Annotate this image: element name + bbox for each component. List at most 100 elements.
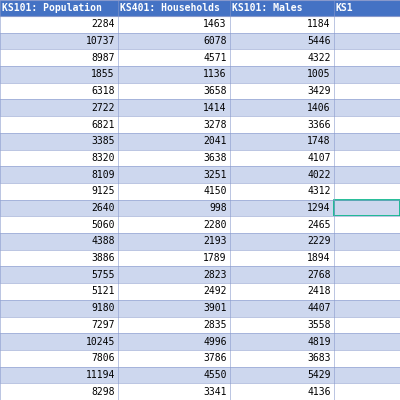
Text: 3683: 3683 (307, 353, 331, 363)
Bar (230, 166, 334, 183)
Text: 8298: 8298 (91, 387, 115, 397)
Bar (230, 116, 334, 133)
Text: 4571: 4571 (203, 53, 227, 63)
Bar (0, 83, 118, 100)
Bar (118, 200, 230, 216)
Bar (118, 266, 230, 283)
Bar (334, 200, 400, 216)
Bar (0, 300, 118, 316)
Text: 4996: 4996 (203, 336, 227, 346)
Bar (0, 316, 118, 333)
Bar (118, 283, 230, 300)
Text: 1789: 1789 (203, 253, 227, 263)
Text: 3901: 3901 (203, 303, 227, 313)
Bar (334, 333, 400, 350)
Text: 3638: 3638 (203, 153, 227, 163)
Text: 2041: 2041 (203, 136, 227, 146)
Text: 4150: 4150 (203, 186, 227, 196)
Bar (334, 283, 400, 300)
Bar (334, 100, 400, 116)
Bar (334, 166, 400, 183)
Text: 7806: 7806 (91, 353, 115, 363)
Bar (0, 333, 118, 350)
Bar (0, 16, 118, 33)
Text: 4388: 4388 (91, 236, 115, 246)
Text: 4136: 4136 (307, 387, 331, 397)
Text: 1463: 1463 (203, 19, 227, 29)
Text: 2823: 2823 (203, 270, 227, 280)
Bar (118, 83, 230, 100)
Text: 3886: 3886 (91, 253, 115, 263)
Text: 2768: 2768 (307, 270, 331, 280)
Bar (118, 166, 230, 183)
Text: 4312: 4312 (307, 186, 331, 196)
Bar (230, 150, 334, 166)
Bar (0, 66, 118, 83)
Text: 3658: 3658 (203, 86, 227, 96)
Bar (0, 266, 118, 283)
Bar (118, 383, 230, 400)
Text: 3366: 3366 (307, 120, 331, 130)
Text: 1005: 1005 (307, 70, 331, 80)
Text: 5446: 5446 (307, 36, 331, 46)
Bar (118, 233, 230, 250)
Text: 2284: 2284 (91, 19, 115, 29)
Text: 2835: 2835 (203, 320, 227, 330)
Text: 1294: 1294 (307, 203, 331, 213)
Bar (334, 116, 400, 133)
Bar (0, 350, 118, 367)
Bar (0, 216, 118, 233)
Text: KS401: Households: KS401: Households (120, 3, 220, 13)
Text: 2418: 2418 (307, 286, 331, 296)
Bar (0, 367, 118, 383)
Text: 4819: 4819 (307, 336, 331, 346)
Bar (230, 300, 334, 316)
Bar (0, 33, 118, 49)
Bar (230, 383, 334, 400)
Text: 9180: 9180 (91, 303, 115, 313)
Bar (118, 100, 230, 116)
Text: 3385: 3385 (91, 136, 115, 146)
Text: 8109: 8109 (91, 170, 115, 180)
Text: 3429: 3429 (307, 86, 331, 96)
Bar (118, 333, 230, 350)
Bar (118, 216, 230, 233)
Text: 2722: 2722 (91, 103, 115, 113)
Bar (334, 183, 400, 200)
Text: 998: 998 (209, 203, 227, 213)
Bar (0, 200, 118, 216)
Bar (0, 166, 118, 183)
Text: 5121: 5121 (91, 286, 115, 296)
Text: KS101: Males: KS101: Males (232, 3, 302, 13)
Bar (230, 200, 334, 216)
Bar (230, 233, 334, 250)
Text: 8987: 8987 (91, 53, 115, 63)
Text: 8320: 8320 (91, 153, 115, 163)
Bar (0, 49, 118, 66)
Text: 6318: 6318 (91, 86, 115, 96)
Text: 3341: 3341 (203, 387, 227, 397)
Bar (118, 350, 230, 367)
Bar (334, 233, 400, 250)
Bar (334, 250, 400, 266)
Text: 1894: 1894 (307, 253, 331, 263)
Bar (230, 283, 334, 300)
Bar (118, 33, 230, 49)
Bar (334, 49, 400, 66)
Text: 1414: 1414 (203, 103, 227, 113)
Bar (334, 266, 400, 283)
Bar (118, 300, 230, 316)
Bar (118, 250, 230, 266)
Text: 2229: 2229 (307, 236, 331, 246)
Bar (230, 100, 334, 116)
Text: 2280: 2280 (203, 220, 227, 230)
Text: KS1: KS1 (336, 3, 354, 13)
Bar (0, 233, 118, 250)
Bar (230, 49, 334, 66)
Text: 5429: 5429 (307, 370, 331, 380)
Bar (230, 333, 334, 350)
Bar (0, 116, 118, 133)
Text: 3786: 3786 (203, 353, 227, 363)
Bar (0, 133, 118, 150)
Text: 4322: 4322 (307, 53, 331, 63)
